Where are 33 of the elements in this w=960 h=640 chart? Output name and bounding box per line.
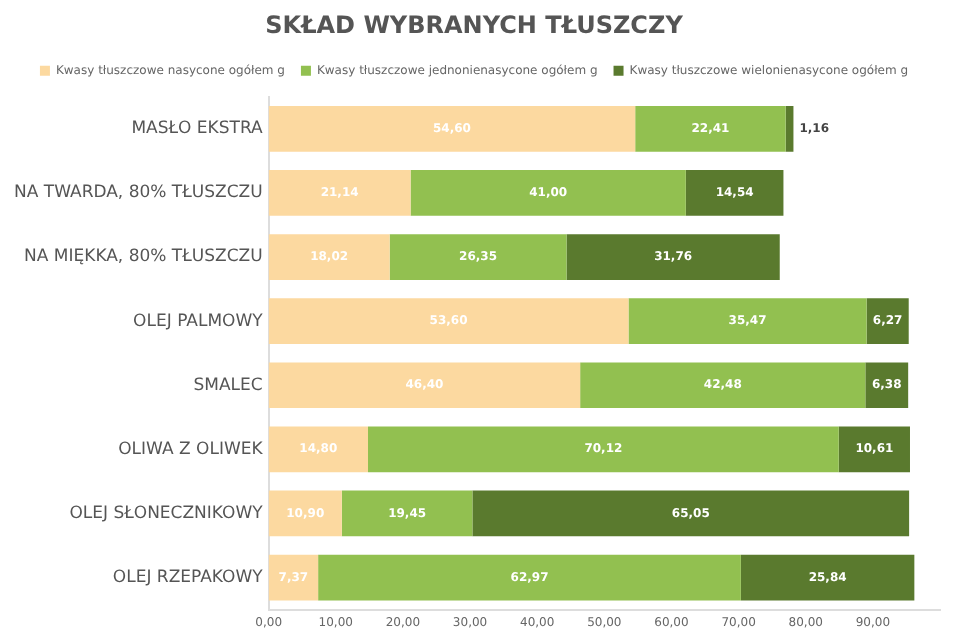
chart-title: SKŁAD WYBRANYCH TŁUSZCZY	[265, 10, 684, 39]
y-tick-label: OLEJ RZEPAKOWY	[112, 567, 265, 588]
bar	[838, 426, 910, 473]
bar	[368, 426, 839, 473]
y-tick-label: OLEJ PALMOWY	[133, 311, 265, 332]
bar	[472, 490, 910, 537]
y-tick-label: NA MIĘKKA, 80% TŁUSZCZU	[24, 247, 263, 268]
bar	[410, 170, 686, 216]
bar	[318, 554, 741, 601]
bar	[268, 362, 581, 409]
bar	[389, 234, 567, 280]
y-tick-label: SMALEC	[193, 375, 263, 396]
bar	[268, 554, 319, 601]
bar	[268, 490, 342, 537]
bar	[341, 490, 473, 537]
bar	[740, 554, 915, 601]
bar	[785, 106, 794, 152]
y-tick-label: OLIWA Z OLIWEK	[118, 439, 264, 460]
bar	[628, 298, 867, 344]
bar	[268, 426, 369, 473]
bar	[865, 362, 909, 409]
bar	[580, 362, 866, 409]
bar	[268, 170, 411, 216]
y-tick-label: OLEJ SŁONECZNIKOWY	[69, 503, 265, 524]
bar	[268, 234, 390, 280]
bar	[635, 106, 786, 152]
bar	[268, 106, 636, 152]
y-tick-label: MASŁO EKSTRA	[131, 119, 264, 140]
bar	[566, 234, 780, 280]
bar	[268, 298, 629, 344]
bar	[685, 170, 784, 216]
bar	[866, 298, 909, 344]
y-tick-label: NA TWARDA, 80% TŁUSZCZU	[13, 183, 263, 204]
